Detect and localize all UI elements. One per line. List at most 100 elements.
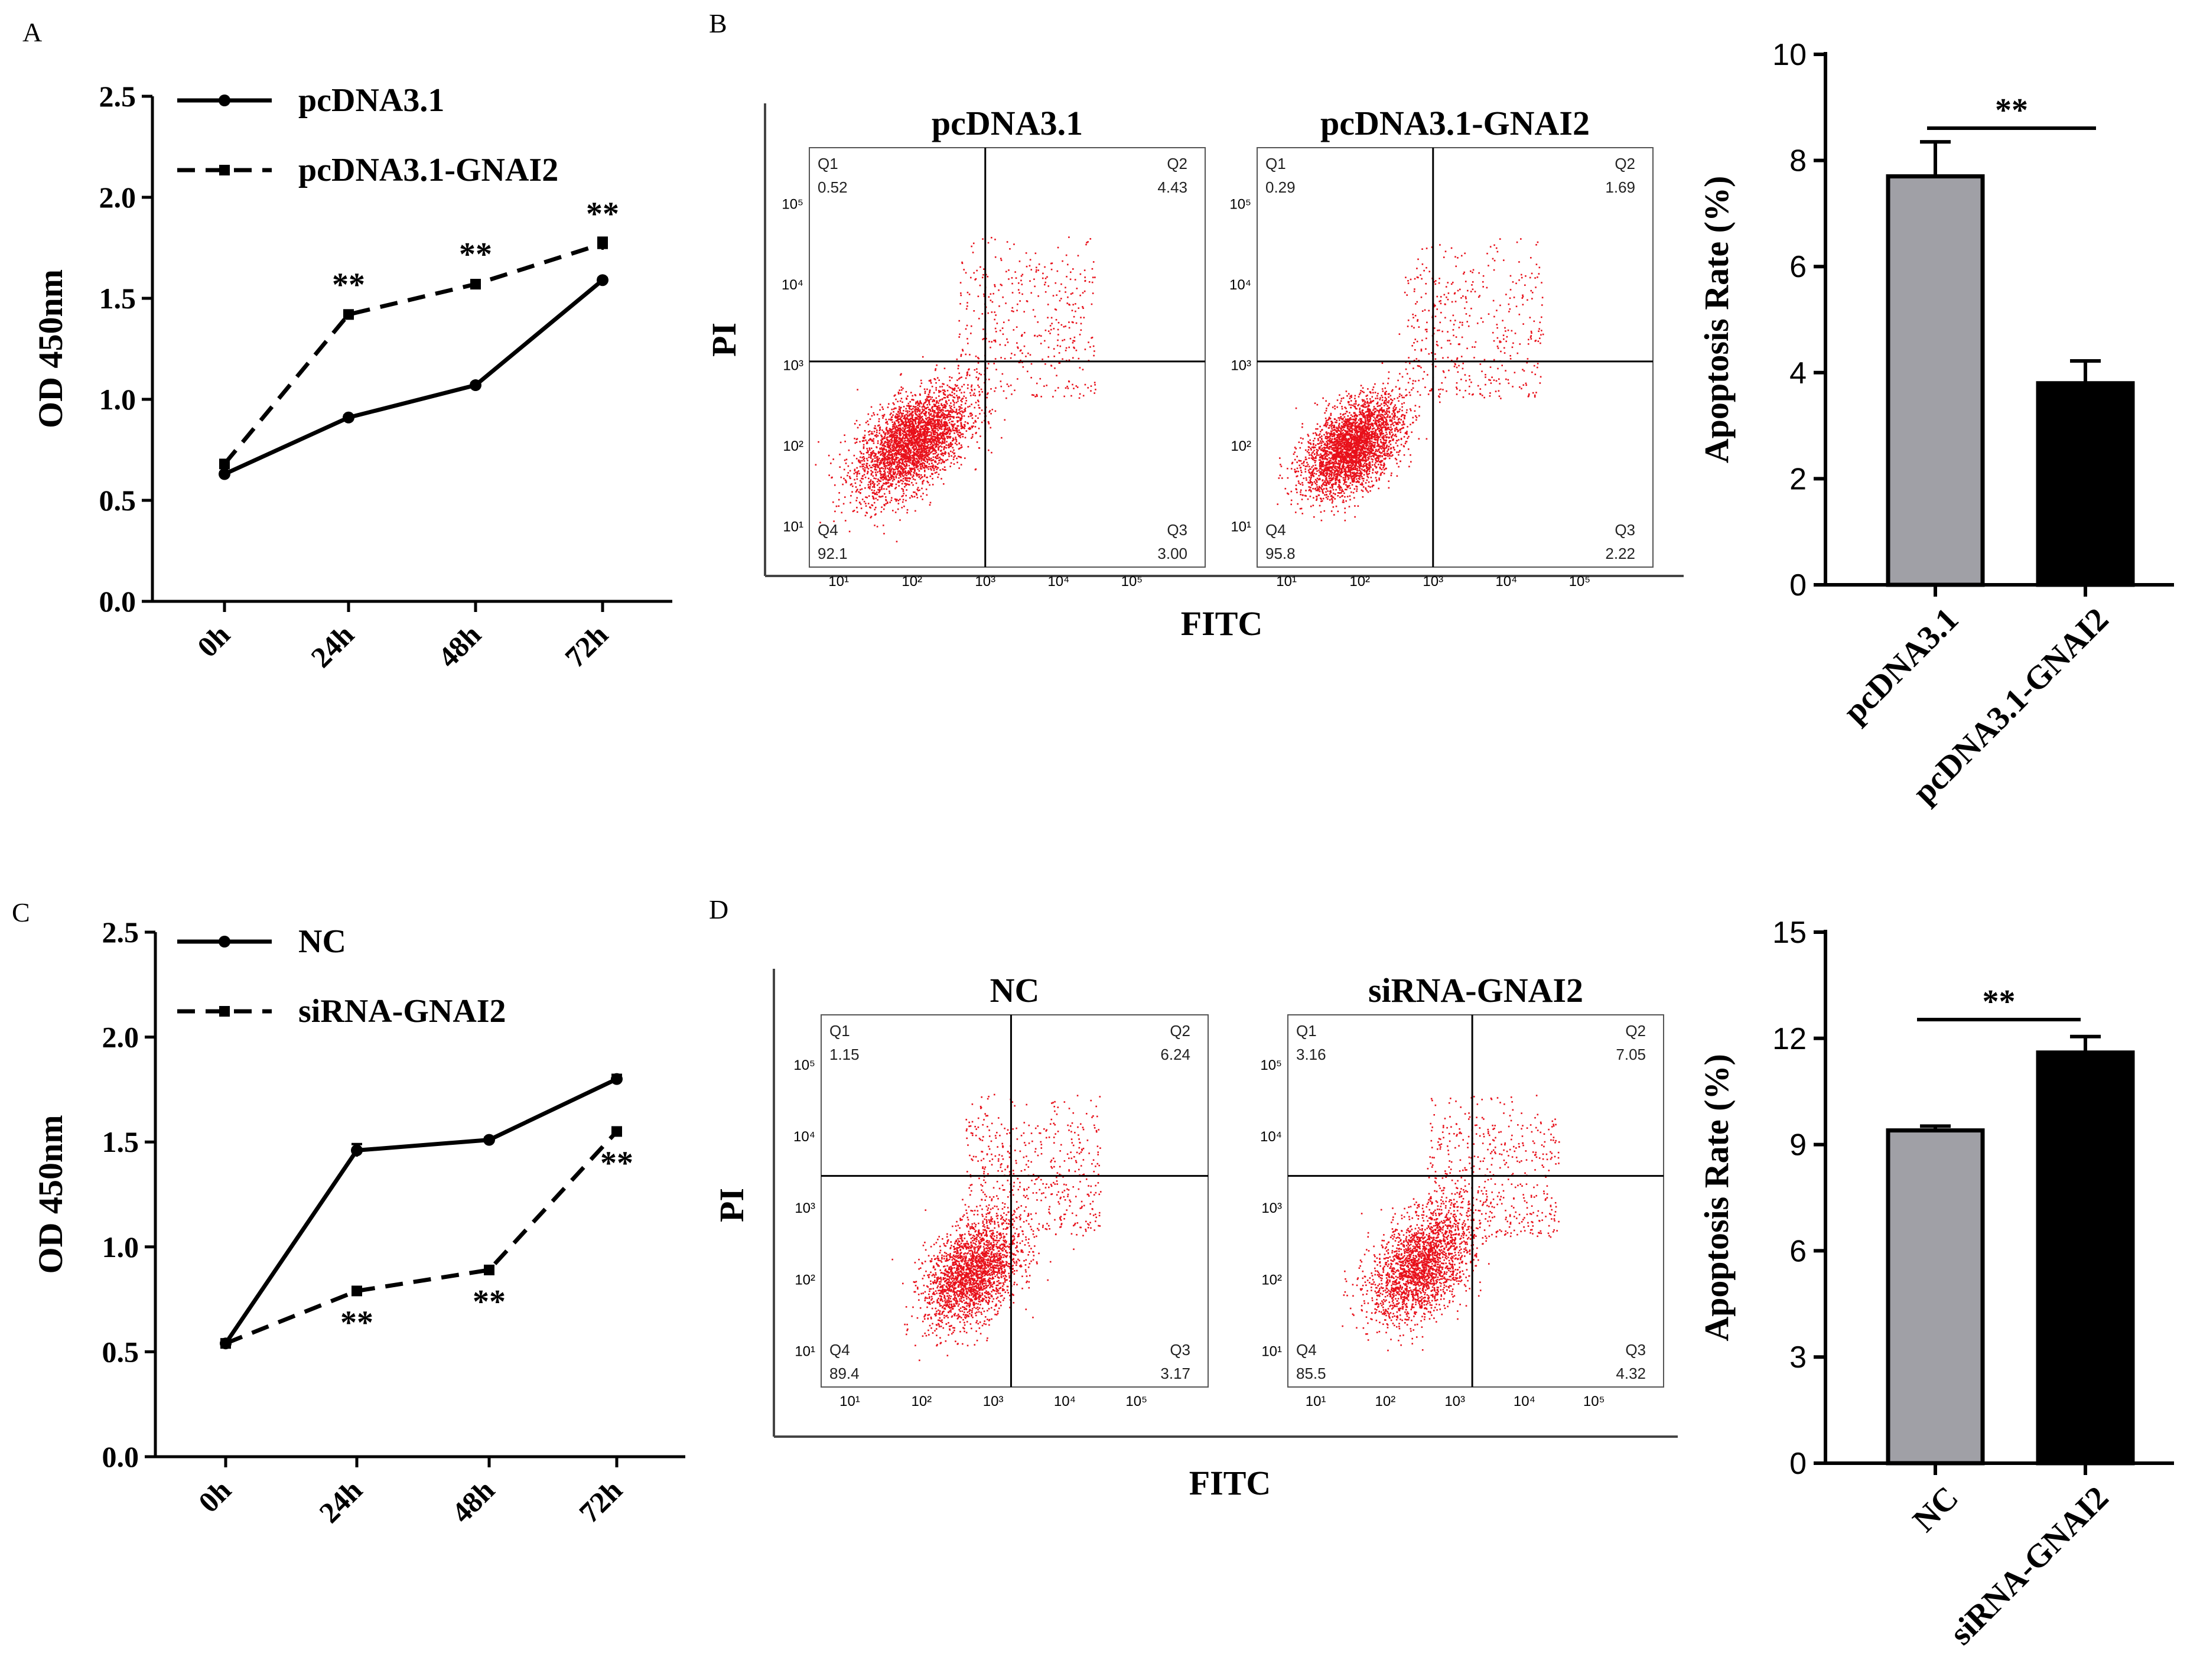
scatter-point (891, 476, 893, 478)
scatter-point (856, 511, 858, 513)
scatter-point (894, 439, 897, 441)
scatter-point (923, 470, 926, 473)
y-tick-label: 10² (783, 438, 803, 454)
scatter-point (1370, 392, 1372, 394)
scatter-point (935, 461, 937, 463)
scatter-point (1410, 424, 1411, 425)
scatter-point (910, 439, 912, 441)
scatter-point (986, 367, 988, 369)
scatter-point (916, 434, 919, 436)
scatter-point (909, 401, 911, 403)
scatter-point (930, 398, 932, 401)
scatter-point (978, 401, 979, 403)
scatter-point (965, 328, 967, 330)
scatter-point (915, 472, 917, 474)
scatter-point (1350, 400, 1352, 402)
scatter-point (912, 437, 914, 439)
scatter-point (926, 447, 927, 450)
scatter-point (882, 468, 884, 470)
scatter-point (1439, 396, 1440, 398)
scatter-point (1349, 458, 1351, 461)
scatter-point (1301, 442, 1303, 444)
scatter-point (916, 464, 918, 467)
scatter-point (935, 415, 938, 417)
scatter-point (994, 410, 997, 412)
scatter-point (978, 386, 980, 388)
scatter-point (870, 479, 872, 481)
scatter-point (875, 506, 877, 509)
scatter-point (1326, 479, 1328, 481)
scatter-point (899, 389, 901, 391)
scatter-point (1330, 473, 1333, 475)
scatter-point (906, 410, 909, 412)
scatter-point (1369, 490, 1371, 492)
scatter-point (977, 362, 979, 364)
scatter-point (1092, 261, 1095, 263)
scatter-point (881, 459, 884, 461)
scatter-point (1327, 462, 1329, 464)
scatter-point (955, 385, 957, 387)
scatter-point (856, 471, 858, 473)
scatter-point (963, 269, 965, 271)
scatter-point (1407, 437, 1409, 439)
scatter-point (894, 468, 896, 471)
scatter-point (916, 463, 918, 465)
scatter-point (876, 493, 878, 496)
scatter-point (868, 464, 871, 467)
scatter-point (924, 465, 926, 467)
scatter-point (987, 312, 990, 314)
scatter-point (854, 482, 857, 484)
scatter-point (1370, 466, 1372, 468)
scatter-point (955, 427, 956, 429)
scatter-point (894, 407, 896, 409)
scatter-point (936, 454, 938, 457)
scatter-point (1339, 442, 1341, 444)
scatter-point (1029, 280, 1031, 282)
scatter-point (917, 402, 919, 405)
scatter-point (914, 444, 916, 446)
scatter-point (981, 312, 984, 315)
data-point (352, 1285, 362, 1297)
scatter-point (893, 434, 896, 437)
scatter-point (874, 425, 876, 427)
scatter-point (1030, 269, 1033, 271)
scatter-point (961, 261, 963, 263)
scatter-point (966, 291, 969, 294)
scatter-point (1370, 436, 1372, 438)
scatter-point (1083, 269, 1086, 271)
scatter-point (988, 379, 990, 380)
scatter-point (874, 483, 876, 485)
scatter-point (917, 460, 920, 462)
scatter-point (880, 511, 883, 513)
scatter-point (934, 431, 936, 432)
scatter-point (1024, 331, 1026, 334)
scatter-point (1070, 395, 1072, 397)
scatter-point (1319, 463, 1321, 465)
scatter-point (1300, 470, 1302, 471)
scatter-point (886, 478, 887, 480)
data-point (351, 1144, 363, 1157)
scatter-point (1042, 272, 1044, 275)
scatter-point (1414, 405, 1417, 406)
scatter-point (963, 415, 965, 417)
scatter-point (942, 438, 944, 440)
scatter-point (889, 445, 890, 447)
scatter-point (1342, 501, 1344, 503)
scatter-point (1323, 464, 1324, 466)
scatter-point (949, 432, 951, 434)
scatter-point (944, 421, 946, 423)
y-tick-label: 0.0 (99, 585, 136, 618)
scatter-point (1326, 471, 1328, 474)
scatter-point (909, 458, 911, 461)
scatter-point (1337, 437, 1339, 439)
scatter-point (894, 426, 896, 429)
scatter-point (860, 491, 861, 494)
scatter-point (935, 425, 936, 427)
scatter-point (929, 379, 932, 381)
scatter-point (880, 467, 882, 469)
scatter-point (943, 428, 945, 430)
scatter-point (892, 414, 894, 416)
scatter-point (950, 408, 952, 410)
scatter-point (1316, 454, 1318, 457)
scatter-point (966, 324, 968, 327)
